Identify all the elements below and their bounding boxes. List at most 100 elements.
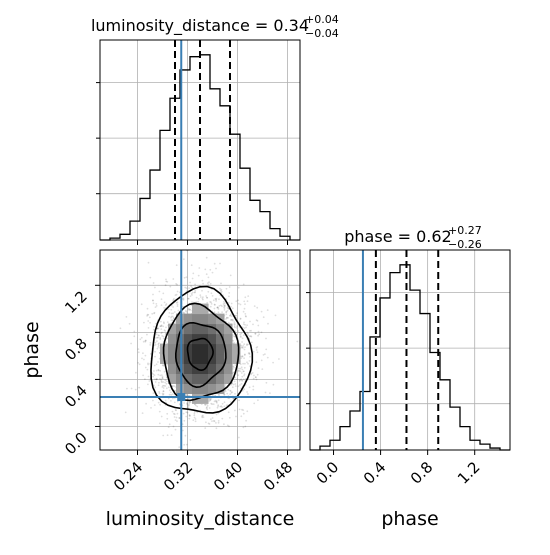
scatter-point [242,283,245,286]
scatter-point [228,425,230,428]
scatter-point [163,329,166,332]
scatter-point [206,282,209,285]
scatter-point [162,364,165,367]
density-cell [168,363,177,374]
scatter-point [209,399,212,402]
scatter-point [214,399,217,402]
scatter-point [152,375,155,378]
scatter-point [162,335,165,338]
scatter-point [211,271,214,274]
scatter-point [189,439,192,441]
scatter-point [157,361,159,363]
scatter-point [207,276,210,279]
scatter-point [164,379,167,382]
y-tick-label: 0.8 [61,334,91,364]
scatter-point [174,428,177,431]
scatter-point [186,402,188,405]
scatter-point [165,326,167,329]
scatter-point [144,366,147,369]
scatter-point [246,344,248,347]
scatter-point [204,403,207,406]
scatter-point [188,308,191,311]
scatter-point [225,313,228,316]
scatter-point [170,308,173,311]
density-cell [184,313,193,325]
scatter-point [226,309,229,312]
contour-level [175,321,227,389]
scatter-point [241,368,244,371]
scatter-point [238,380,241,382]
hist-luminosity-title-main: luminosity_distance = 0.34 [91,16,309,36]
scatter-point [140,303,143,306]
scatter-point [222,300,225,303]
scatter-point [251,372,254,374]
scatter-point [243,373,246,375]
scatter-point [184,434,187,437]
scatter-point [223,405,226,408]
truth-marker [177,393,186,402]
scatter-point [244,315,247,317]
scatter-point [159,337,162,339]
scatter-point [173,416,176,418]
hist-phase-panel: phase = 0.62 +0.27 −0.26 phase [309,224,511,530]
scatter-point [154,381,157,383]
scatter-point [154,386,157,389]
scatter-point [185,311,188,313]
scatter-point [146,333,148,336]
scatter-point [204,427,207,429]
scatter-point [205,407,208,409]
scatter-point [210,402,213,405]
scatter-point [232,397,235,400]
density-cell [224,373,233,384]
scatter-point [173,385,176,387]
scatter-point [181,429,184,432]
scatter-point [217,405,219,408]
scatter-point [160,374,163,376]
scatter-point [240,379,243,382]
scatter-point [172,317,175,320]
scatter-point [231,386,234,389]
scatter-point [211,403,214,405]
scatter-point [147,320,150,322]
scatter-point [250,372,253,375]
scatter-point [154,341,157,344]
density-cell [216,333,225,345]
scatter-point [191,286,194,289]
hist-phase-title-main: phase = 0.62 [344,227,451,246]
density-cell [192,313,201,325]
scatter-point [182,297,185,300]
scatter-point [213,303,216,306]
scatter-point [189,295,192,298]
scatter-point [278,358,280,360]
scatter-point [155,333,158,336]
scatter-point [175,293,178,296]
scatter-point [158,381,160,384]
scatter-point [157,384,160,387]
scatter-point [218,298,220,301]
scatter-point [170,400,172,402]
scatter-point [221,406,224,408]
scatter-point [183,311,185,314]
scatter-point [233,342,236,344]
scatter-point [248,335,251,338]
scatter-point [190,292,193,295]
scatter-point [223,393,226,396]
scatter-point [231,391,234,393]
scatter-point [152,399,154,402]
scatter-point [217,420,220,422]
scatter-point [194,420,197,423]
scatter-point [192,272,195,275]
scatter-point [230,319,232,321]
scatter-point [170,316,172,319]
density-cell [200,323,209,335]
scatter-point [159,325,162,328]
density-cell [200,373,209,384]
scatter-point [241,355,244,357]
scatter-point [254,332,257,335]
scatter-point [219,405,222,408]
scatter-point [183,276,186,279]
scatter-point [157,327,160,330]
scatter-point [241,408,243,411]
scatter-point [244,362,246,365]
hist-luminosity-title-sup: +0.04 [305,13,339,26]
